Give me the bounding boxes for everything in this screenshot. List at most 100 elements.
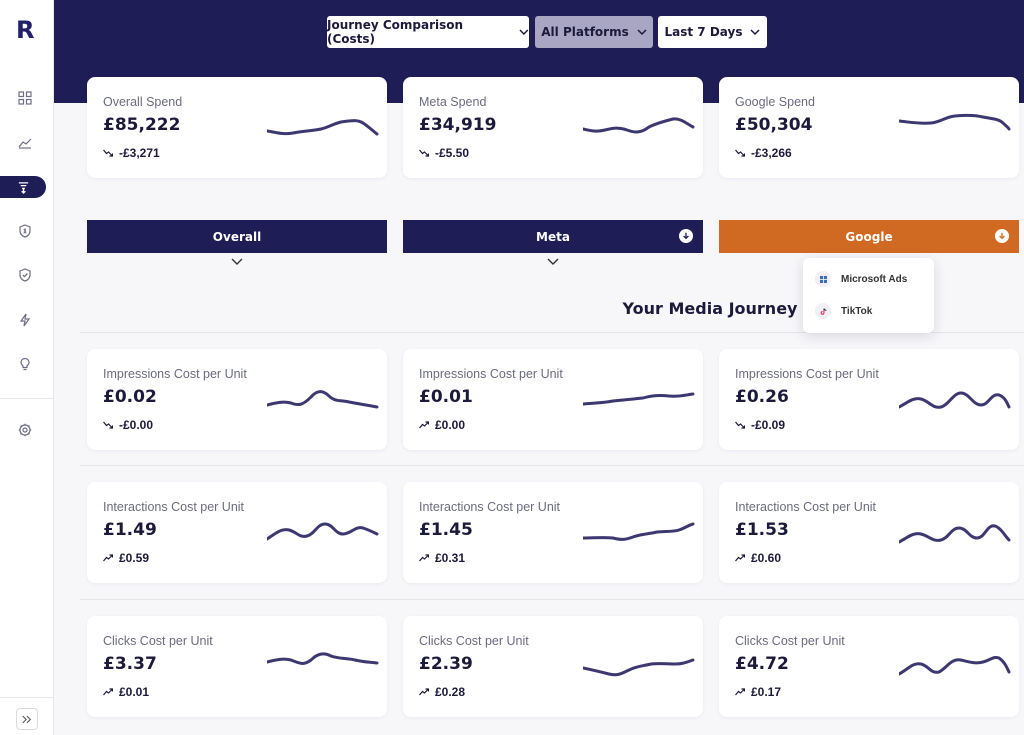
arrow-down-circle-icon[interactable] bbox=[995, 229, 1009, 243]
trend-up-icon bbox=[735, 688, 745, 696]
row-divider bbox=[80, 465, 1024, 466]
lightbulb-icon[interactable] bbox=[14, 353, 36, 375]
card-change: £0.01 bbox=[103, 685, 149, 699]
sparkline bbox=[899, 113, 1011, 131]
sidebar-divider bbox=[0, 697, 54, 698]
summary-card-overall: Overall Spend £85,222 -£3,271 bbox=[87, 77, 387, 178]
card-label: Impressions Cost per Unit bbox=[419, 367, 563, 381]
menu-item-tiktok[interactable]: TikTok bbox=[815, 301, 872, 321]
app-logo: R bbox=[16, 16, 35, 44]
chevron-down-icon bbox=[637, 29, 647, 36]
chevron-down-icon bbox=[750, 29, 761, 36]
card-value: £2.39 bbox=[419, 654, 473, 674]
chevron-down-icon[interactable] bbox=[231, 258, 243, 266]
card-label: Meta Spend bbox=[419, 95, 487, 109]
card-value: £1.45 bbox=[419, 520, 473, 540]
sparkline bbox=[899, 391, 1011, 409]
card-change-value: -£3,271 bbox=[119, 146, 160, 160]
arrow-down-circle-icon[interactable] bbox=[679, 229, 693, 243]
card-change-value: £0.60 bbox=[751, 551, 782, 565]
trend-up-icon bbox=[103, 688, 113, 696]
trend-down-icon bbox=[103, 421, 113, 429]
card-change-value: £0.00 bbox=[435, 418, 466, 432]
menu-item-microsoft-ads[interactable]: Microsoft Ads bbox=[815, 269, 907, 289]
tab-overall-label: Overall bbox=[212, 229, 262, 244]
row-divider bbox=[80, 599, 1024, 600]
sparkline bbox=[267, 119, 379, 136]
card-value: £0.01 bbox=[419, 387, 473, 407]
card-change: -£0.00 bbox=[103, 418, 153, 432]
card-change: -£3,266 bbox=[735, 146, 792, 160]
card-label: Interactions Cost per Unit bbox=[735, 500, 877, 514]
card-change: £0.31 bbox=[419, 551, 465, 565]
summary-card-google: Google Spend £50,304 -£3,266 bbox=[719, 77, 1019, 178]
sparkline bbox=[583, 392, 695, 406]
sidebar: R bbox=[0, 0, 54, 735]
grid-icon[interactable] bbox=[14, 87, 36, 109]
double-chevron-right-icon bbox=[22, 715, 32, 723]
card-change: -£0.09 bbox=[735, 418, 785, 432]
card-change: £0.59 bbox=[103, 551, 149, 565]
card-label: Clicks Cost per Unit bbox=[735, 634, 845, 648]
shield-dollar-icon[interactable] bbox=[14, 220, 36, 242]
tab-overall[interactable]: Overall bbox=[87, 220, 387, 253]
card-change: -£5.50 bbox=[419, 146, 469, 160]
tab-google-label: Google bbox=[845, 229, 893, 244]
metric-card: Impressions Cost per Unit £0.01 £0.00 bbox=[403, 349, 703, 450]
card-change: £0.17 bbox=[735, 685, 781, 699]
trend-down-icon bbox=[419, 149, 429, 157]
metric-card: Interactions Cost per Unit £1.53 £0.60 bbox=[719, 482, 1019, 583]
tab-google[interactable]: Google bbox=[719, 220, 1019, 253]
sparkline bbox=[583, 522, 695, 541]
line-chart-icon[interactable] bbox=[14, 131, 36, 153]
card-change-value: -£0.09 bbox=[751, 418, 786, 432]
trend-up-icon bbox=[419, 554, 429, 562]
date-range-dropdown[interactable]: Last 7 Days bbox=[658, 16, 767, 48]
card-change-value: £0.31 bbox=[435, 551, 466, 565]
card-label: Clicks Cost per Unit bbox=[103, 634, 213, 648]
section-divider bbox=[80, 332, 1024, 333]
lightning-icon[interactable] bbox=[14, 309, 36, 331]
trend-down-icon bbox=[735, 149, 745, 157]
trend-up-icon bbox=[103, 554, 113, 562]
card-label: Clicks Cost per Unit bbox=[419, 634, 529, 648]
platforms-dropdown[interactable]: All Platforms bbox=[535, 16, 653, 48]
card-label: Overall Spend bbox=[103, 95, 183, 109]
card-change: £0.28 bbox=[419, 685, 465, 699]
shield-check-icon[interactable] bbox=[14, 264, 36, 286]
card-change: -£3,271 bbox=[103, 146, 160, 160]
metric-card: Interactions Cost per Unit £1.45 £0.31 bbox=[403, 482, 703, 583]
tab-meta[interactable]: Meta bbox=[403, 220, 703, 253]
card-label: Impressions Cost per Unit bbox=[735, 367, 879, 381]
card-value: £34,919 bbox=[419, 115, 497, 135]
trend-up-icon bbox=[419, 688, 429, 696]
sparkline bbox=[267, 652, 379, 665]
tab-meta-label: Meta bbox=[536, 229, 570, 244]
platforms-dropdown-label: All Platforms bbox=[541, 25, 629, 39]
metric-card: Interactions Cost per Unit £1.49 £0.59 bbox=[87, 482, 387, 583]
expand-sidebar-button[interactable] bbox=[16, 708, 38, 730]
journey-icon[interactable] bbox=[0, 176, 46, 198]
comparison-dropdown[interactable]: Journey Comparison (Costs) bbox=[327, 16, 529, 48]
card-value: £1.49 bbox=[103, 520, 157, 540]
card-change-value: £0.59 bbox=[119, 551, 150, 565]
card-value: £4.72 bbox=[735, 654, 789, 674]
trend-up-icon bbox=[419, 421, 429, 429]
sparkline bbox=[267, 522, 379, 541]
metric-card: Clicks Cost per Unit £3.37 £0.01 bbox=[87, 616, 387, 717]
chevron-down-icon bbox=[519, 29, 529, 35]
metric-card: Clicks Cost per Unit £2.39 £0.28 bbox=[403, 616, 703, 717]
chevron-down-icon[interactable] bbox=[547, 258, 559, 266]
trend-down-icon bbox=[735, 421, 745, 429]
sparkline bbox=[583, 117, 695, 134]
sparkline bbox=[583, 658, 695, 677]
card-change-value: £0.28 bbox=[435, 685, 466, 699]
gear-icon[interactable] bbox=[14, 419, 36, 441]
metric-card: Clicks Cost per Unit £4.72 £0.17 bbox=[719, 616, 1019, 717]
trend-up-icon bbox=[735, 554, 745, 562]
card-change-value: -£3,266 bbox=[751, 146, 792, 160]
card-value: £85,222 bbox=[103, 115, 181, 135]
card-change: £0.00 bbox=[419, 418, 465, 432]
menu-item-label: Microsoft Ads bbox=[841, 273, 908, 285]
sidebar-divider bbox=[0, 398, 54, 399]
